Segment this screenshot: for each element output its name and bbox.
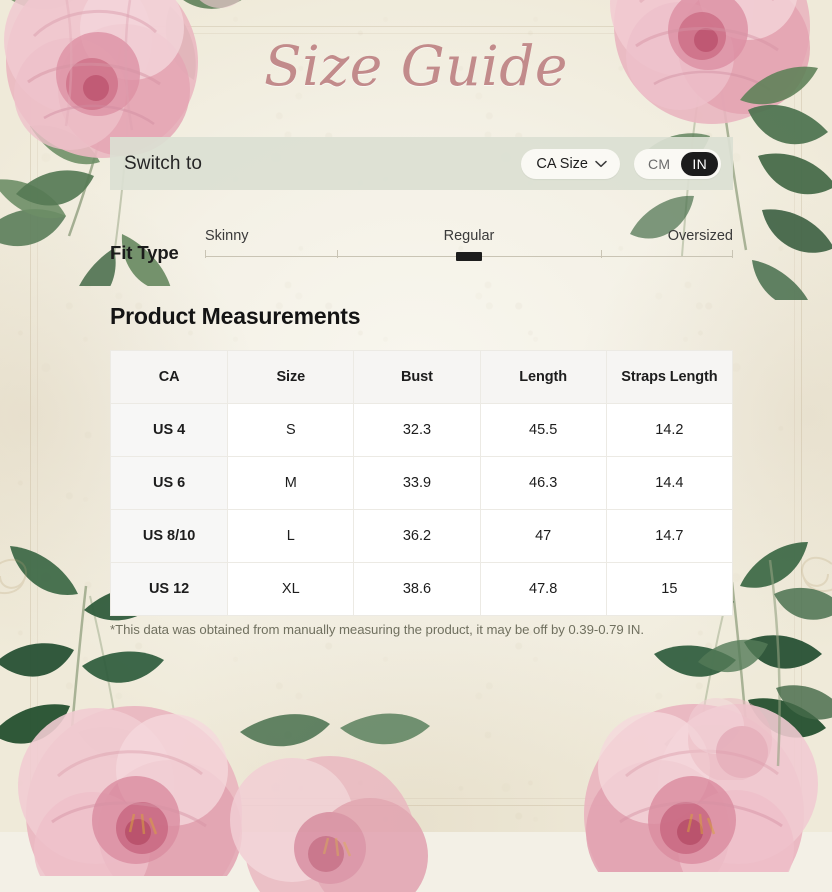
cell-ca: US 12 bbox=[109, 562, 229, 616]
product-measurements-heading: Product Measurements bbox=[110, 303, 361, 329]
column-header-bust: Bust bbox=[353, 350, 481, 404]
unit-toggle[interactable]: CM IN bbox=[634, 148, 721, 179]
cell-size: S bbox=[227, 403, 355, 457]
chevron-down-icon bbox=[595, 160, 607, 168]
cell-bust: 32.3 bbox=[353, 403, 481, 457]
column-header-size: Size bbox=[227, 350, 355, 404]
fit-slider-tick bbox=[337, 250, 338, 258]
cell-straps-length: 15 bbox=[605, 562, 734, 616]
switch-controls-group: CA Size CM IN bbox=[521, 148, 721, 179]
size-system-selected-value: CA Size bbox=[536, 155, 589, 172]
cell-length: 46.3 bbox=[479, 456, 607, 510]
cell-size: L bbox=[227, 509, 355, 563]
table-row: US 8/10 L 36.2 47 14.7 bbox=[109, 509, 734, 563]
fit-slider-thumb[interactable] bbox=[456, 252, 482, 261]
cell-length: 47 bbox=[479, 509, 607, 563]
fit-type-row: Fit Type Skinny Regular Oversized bbox=[110, 228, 733, 268]
column-header-ca: CA bbox=[109, 350, 229, 404]
fit-option-label-skinny[interactable]: Skinny bbox=[205, 228, 249, 244]
cell-straps-length: 14.4 bbox=[605, 456, 734, 510]
cell-bust: 38.6 bbox=[353, 562, 481, 616]
cell-ca: US 4 bbox=[109, 403, 229, 457]
column-header-length: Length bbox=[479, 350, 607, 404]
page-title: Size Guide bbox=[264, 34, 568, 98]
fit-slider-tick bbox=[205, 250, 206, 258]
size-system-dropdown[interactable]: CA Size bbox=[521, 148, 621, 179]
measurement-footnote: *This data was obtained from manually me… bbox=[110, 622, 644, 637]
fit-type-slider[interactable]: Skinny Regular Oversized bbox=[205, 228, 733, 268]
cell-ca: US 8/10 bbox=[109, 509, 229, 563]
table-row: US 6 M 33.9 46.3 14.4 bbox=[109, 456, 734, 510]
cell-straps-length: 14.2 bbox=[605, 403, 734, 457]
fit-slider-tick bbox=[601, 250, 602, 258]
unit-switch-bar: Switch to CA Size CM IN bbox=[110, 137, 733, 190]
fit-option-label-oversized[interactable]: Oversized bbox=[667, 228, 733, 244]
unit-option-in[interactable]: IN bbox=[681, 151, 718, 176]
fit-type-label: Fit Type bbox=[110, 242, 179, 263]
cell-bust: 36.2 bbox=[353, 509, 481, 563]
fit-option-label-regular[interactable]: Regular bbox=[443, 228, 495, 244]
table-row: US 4 S 32.3 45.5 14.2 bbox=[109, 403, 734, 457]
cell-size: XL bbox=[227, 562, 355, 616]
table-header-row: CA Size Bust Length Straps Length bbox=[109, 350, 734, 404]
table-row: US 12 XL 38.6 47.8 15 bbox=[109, 562, 734, 616]
switch-to-label: Switch to bbox=[124, 152, 202, 174]
cell-ca: US 6 bbox=[109, 456, 229, 510]
unit-option-cm[interactable]: CM bbox=[648, 155, 671, 172]
column-header-straps-length: Straps Length bbox=[605, 350, 734, 404]
fit-slider-tick bbox=[732, 250, 733, 258]
cell-size: M bbox=[227, 456, 355, 510]
cell-length: 45.5 bbox=[479, 403, 607, 457]
cell-straps-length: 14.7 bbox=[605, 509, 734, 563]
cell-bust: 33.9 bbox=[353, 456, 481, 510]
cell-length: 47.8 bbox=[479, 562, 607, 616]
measurements-table: CA Size Bust Length Straps Length US 4 S… bbox=[109, 350, 734, 616]
